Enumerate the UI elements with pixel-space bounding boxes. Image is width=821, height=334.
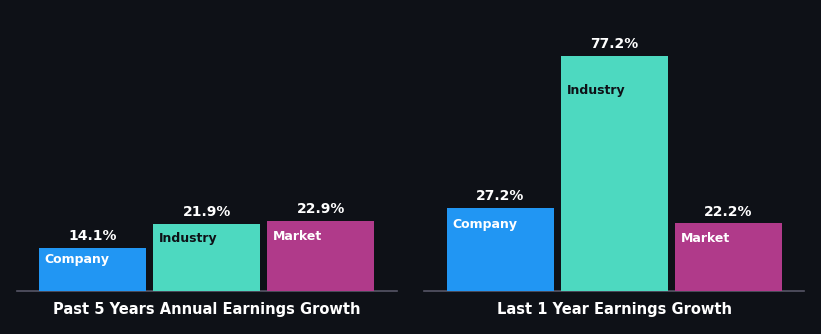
Text: 22.2%: 22.2%	[704, 204, 753, 218]
Text: 21.9%: 21.9%	[182, 205, 231, 219]
Text: Industry: Industry	[158, 232, 218, 245]
Bar	[447, 208, 553, 291]
Bar	[39, 248, 146, 291]
Text: 77.2%: 77.2%	[590, 37, 639, 51]
Bar	[154, 224, 259, 291]
X-axis label: Last 1 Year Earnings Growth: Last 1 Year Earnings Growth	[497, 302, 732, 317]
Text: Company: Company	[45, 254, 110, 267]
Bar	[562, 56, 667, 291]
Text: 22.9%: 22.9%	[296, 202, 345, 216]
Text: 14.1%: 14.1%	[68, 229, 117, 243]
Text: Company: Company	[452, 218, 517, 231]
X-axis label: Past 5 Years Annual Earnings Growth: Past 5 Years Annual Earnings Growth	[53, 302, 360, 317]
Text: Market: Market	[681, 231, 730, 244]
Bar	[675, 223, 782, 291]
Bar	[268, 221, 374, 291]
Text: 27.2%: 27.2%	[476, 189, 525, 203]
Text: Industry: Industry	[566, 84, 625, 97]
Text: Market: Market	[273, 230, 322, 243]
